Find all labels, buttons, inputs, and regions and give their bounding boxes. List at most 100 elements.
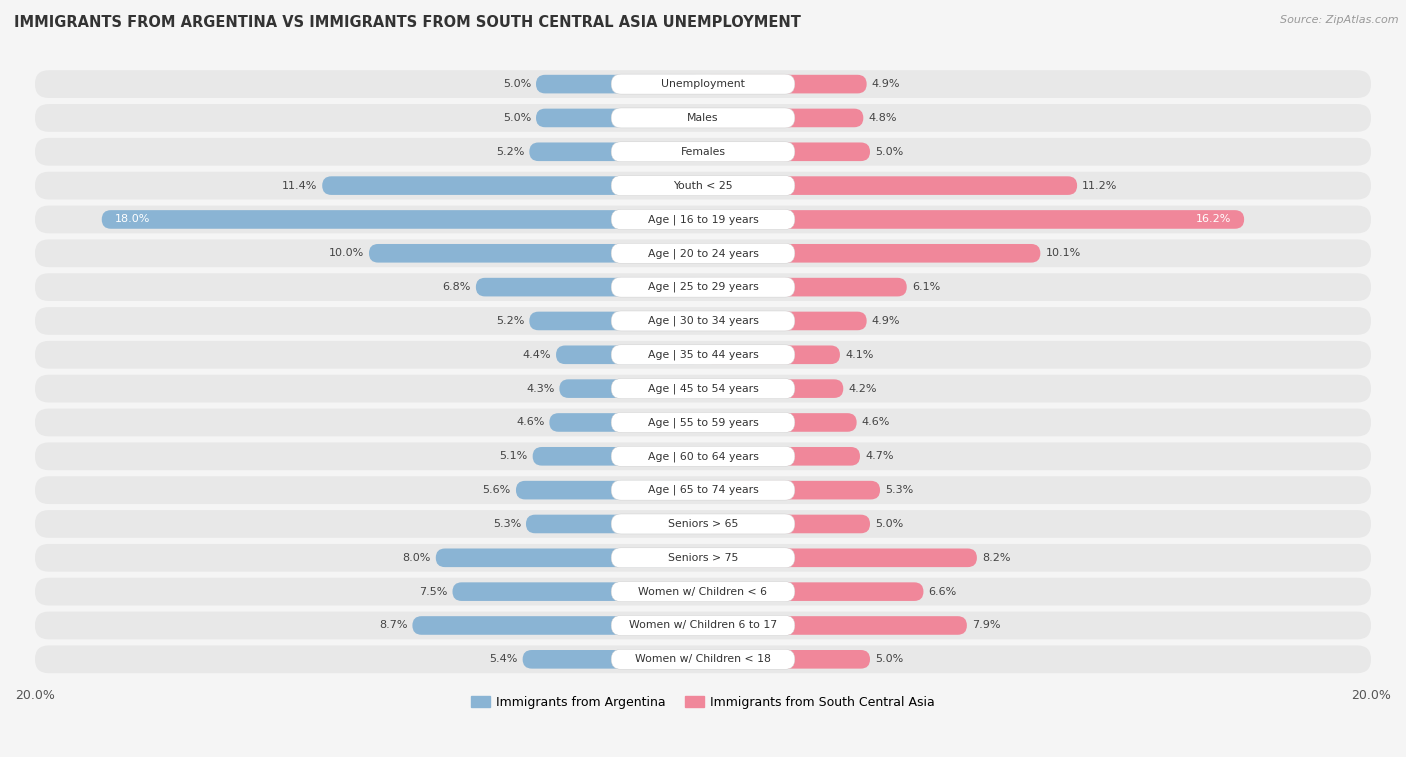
FancyBboxPatch shape [475, 278, 703, 297]
Text: 7.9%: 7.9% [972, 621, 1001, 631]
FancyBboxPatch shape [703, 75, 866, 93]
Text: Age | 65 to 74 years: Age | 65 to 74 years [648, 485, 758, 495]
FancyBboxPatch shape [35, 206, 1371, 233]
Text: 4.8%: 4.8% [869, 113, 897, 123]
Text: 5.0%: 5.0% [875, 654, 903, 665]
FancyBboxPatch shape [612, 108, 794, 128]
FancyBboxPatch shape [612, 142, 794, 162]
Text: Age | 20 to 24 years: Age | 20 to 24 years [648, 248, 758, 259]
FancyBboxPatch shape [526, 515, 703, 533]
Text: 4.2%: 4.2% [848, 384, 877, 394]
Text: 6.6%: 6.6% [928, 587, 956, 597]
FancyBboxPatch shape [529, 312, 703, 330]
Text: 5.3%: 5.3% [492, 519, 522, 529]
FancyBboxPatch shape [550, 413, 703, 431]
FancyBboxPatch shape [703, 379, 844, 398]
FancyBboxPatch shape [368, 244, 703, 263]
FancyBboxPatch shape [35, 70, 1371, 98]
Text: 4.9%: 4.9% [872, 316, 900, 326]
Text: 4.3%: 4.3% [526, 384, 554, 394]
Text: 5.0%: 5.0% [503, 79, 531, 89]
FancyBboxPatch shape [436, 549, 703, 567]
Text: IMMIGRANTS FROM ARGENTINA VS IMMIGRANTS FROM SOUTH CENTRAL ASIA UNEMPLOYMENT: IMMIGRANTS FROM ARGENTINA VS IMMIGRANTS … [14, 15, 801, 30]
Text: Women w/ Children < 18: Women w/ Children < 18 [636, 654, 770, 665]
Text: 8.0%: 8.0% [402, 553, 430, 562]
Text: 6.8%: 6.8% [443, 282, 471, 292]
FancyBboxPatch shape [703, 549, 977, 567]
Text: 11.4%: 11.4% [281, 181, 318, 191]
Text: 16.2%: 16.2% [1195, 214, 1230, 224]
Text: Age | 55 to 59 years: Age | 55 to 59 years [648, 417, 758, 428]
FancyBboxPatch shape [703, 515, 870, 533]
FancyBboxPatch shape [703, 109, 863, 127]
FancyBboxPatch shape [612, 210, 794, 229]
FancyBboxPatch shape [612, 74, 794, 94]
FancyBboxPatch shape [35, 612, 1371, 640]
FancyBboxPatch shape [35, 442, 1371, 470]
FancyBboxPatch shape [703, 278, 907, 297]
FancyBboxPatch shape [35, 510, 1371, 537]
Text: Women w/ Children < 6: Women w/ Children < 6 [638, 587, 768, 597]
Text: Age | 45 to 54 years: Age | 45 to 54 years [648, 383, 758, 394]
Text: 7.5%: 7.5% [419, 587, 447, 597]
Text: Women w/ Children 6 to 17: Women w/ Children 6 to 17 [628, 621, 778, 631]
Text: 4.6%: 4.6% [516, 417, 544, 428]
Text: Age | 35 to 44 years: Age | 35 to 44 years [648, 350, 758, 360]
Text: 10.1%: 10.1% [1046, 248, 1081, 258]
FancyBboxPatch shape [536, 109, 703, 127]
Text: 10.0%: 10.0% [329, 248, 364, 258]
FancyBboxPatch shape [516, 481, 703, 500]
Text: 5.6%: 5.6% [482, 485, 510, 495]
Text: 4.6%: 4.6% [862, 417, 890, 428]
FancyBboxPatch shape [703, 244, 1040, 263]
Text: 6.1%: 6.1% [911, 282, 941, 292]
Text: 5.0%: 5.0% [503, 113, 531, 123]
FancyBboxPatch shape [35, 138, 1371, 166]
FancyBboxPatch shape [35, 544, 1371, 572]
Text: Age | 60 to 64 years: Age | 60 to 64 years [648, 451, 758, 462]
FancyBboxPatch shape [703, 481, 880, 500]
Text: 18.0%: 18.0% [115, 214, 150, 224]
FancyBboxPatch shape [101, 210, 703, 229]
Text: 5.1%: 5.1% [499, 451, 527, 461]
FancyBboxPatch shape [560, 379, 703, 398]
FancyBboxPatch shape [35, 476, 1371, 504]
Text: 5.4%: 5.4% [489, 654, 517, 665]
Legend: Immigrants from Argentina, Immigrants from South Central Asia: Immigrants from Argentina, Immigrants fr… [467, 691, 939, 714]
FancyBboxPatch shape [612, 480, 794, 500]
FancyBboxPatch shape [703, 447, 860, 466]
Text: 4.7%: 4.7% [865, 451, 893, 461]
FancyBboxPatch shape [612, 344, 794, 365]
FancyBboxPatch shape [612, 514, 794, 534]
FancyBboxPatch shape [703, 650, 870, 668]
FancyBboxPatch shape [453, 582, 703, 601]
Text: Youth < 25: Youth < 25 [673, 181, 733, 191]
FancyBboxPatch shape [35, 409, 1371, 436]
FancyBboxPatch shape [35, 341, 1371, 369]
FancyBboxPatch shape [612, 650, 794, 669]
FancyBboxPatch shape [612, 581, 794, 602]
Text: Males: Males [688, 113, 718, 123]
FancyBboxPatch shape [35, 104, 1371, 132]
Text: Source: ZipAtlas.com: Source: ZipAtlas.com [1281, 15, 1399, 25]
Text: 5.3%: 5.3% [884, 485, 914, 495]
FancyBboxPatch shape [35, 273, 1371, 301]
FancyBboxPatch shape [35, 172, 1371, 200]
Text: 5.2%: 5.2% [496, 147, 524, 157]
Text: 8.7%: 8.7% [378, 621, 408, 631]
FancyBboxPatch shape [523, 650, 703, 668]
FancyBboxPatch shape [703, 210, 1244, 229]
Text: 5.2%: 5.2% [496, 316, 524, 326]
FancyBboxPatch shape [35, 578, 1371, 606]
Text: 11.2%: 11.2% [1083, 181, 1118, 191]
Text: 4.1%: 4.1% [845, 350, 873, 360]
Text: 5.0%: 5.0% [875, 147, 903, 157]
Text: Females: Females [681, 147, 725, 157]
FancyBboxPatch shape [703, 413, 856, 431]
FancyBboxPatch shape [536, 75, 703, 93]
FancyBboxPatch shape [612, 243, 794, 263]
FancyBboxPatch shape [35, 375, 1371, 403]
FancyBboxPatch shape [612, 378, 794, 399]
FancyBboxPatch shape [612, 615, 794, 635]
Text: Age | 25 to 29 years: Age | 25 to 29 years [648, 282, 758, 292]
